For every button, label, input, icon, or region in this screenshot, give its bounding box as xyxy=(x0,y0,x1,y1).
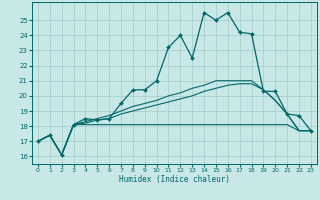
X-axis label: Humidex (Indice chaleur): Humidex (Indice chaleur) xyxy=(119,175,230,184)
